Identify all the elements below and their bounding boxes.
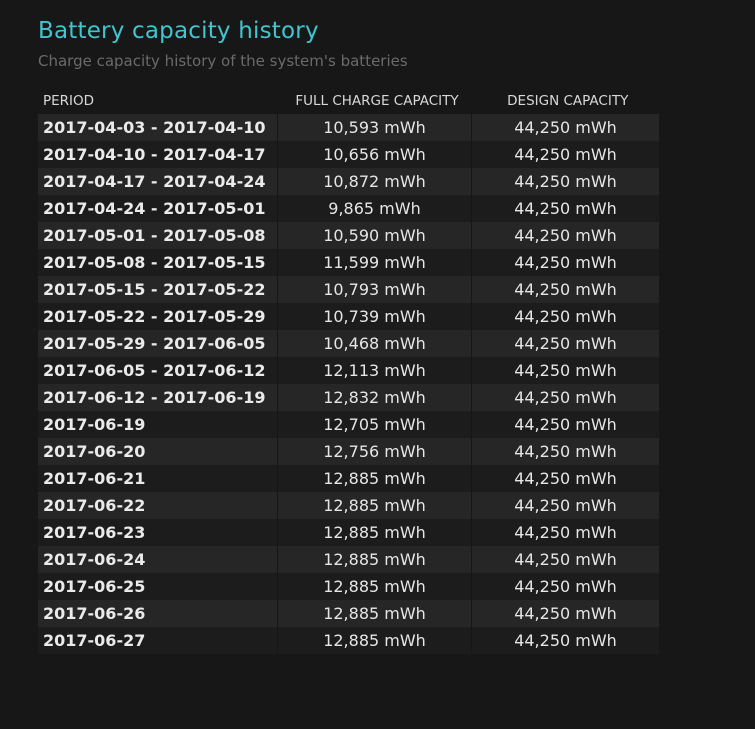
period-cell: 2017-06-21: [38, 465, 278, 492]
design-capacity-cell: 44,250 mWh: [471, 384, 659, 411]
period-cell: 2017-06-26: [38, 600, 278, 627]
period-cell: 2017-04-17 - 2017-04-24: [38, 168, 278, 195]
table-row: 2017-06-24 12,885 mWh 44,250 mWh: [38, 546, 659, 573]
table-row: 2017-06-26 12,885 mWh 44,250 mWh: [38, 600, 659, 627]
full-charge-capacity-cell: 12,756 mWh: [277, 438, 472, 465]
design-capacity-cell: 44,250 mWh: [471, 249, 659, 276]
design-capacity-cell: 44,250 mWh: [471, 357, 659, 384]
full-charge-capacity-cell: 12,885 mWh: [277, 600, 472, 627]
design-capacity-cell: 44,250 mWh: [471, 600, 659, 627]
design-capacity-cell: 44,250 mWh: [471, 276, 659, 303]
table-row: 2017-06-19 12,705 mWh 44,250 mWh: [38, 411, 659, 438]
page-subtitle: Charge capacity history of the system's …: [38, 52, 408, 70]
design-capacity-cell: 44,250 mWh: [471, 438, 659, 465]
full-charge-capacity-cell: 11,599 mWh: [277, 249, 472, 276]
table-row: 2017-04-17 - 2017-04-24 10,872 mWh 44,250 …: [38, 168, 659, 195]
period-cell: 2017-06-05 - 2017-06-12: [38, 357, 278, 384]
table-row: 2017-06-20 12,756 mWh 44,250 mWh: [38, 438, 659, 465]
design-capacity-cell: 44,250 mWh: [471, 303, 659, 330]
full-charge-capacity-cell: 10,739 mWh: [277, 303, 472, 330]
period-cell: 2017-06-24: [38, 546, 278, 573]
table-row: 2017-04-03 - 2017-04-10 10,593 mWh 44,250 …: [38, 114, 659, 141]
table-row: 2017-05-15 - 2017-05-22 10,793 mWh 44,250 …: [38, 276, 659, 303]
period-cell: 2017-04-10 - 2017-04-17: [38, 141, 278, 168]
full-charge-capacity-cell: 12,885 mWh: [277, 492, 472, 519]
full-charge-capacity-cell: 12,832 mWh: [277, 384, 472, 411]
period-cell: 2017-06-12 - 2017-06-19: [38, 384, 278, 411]
table-row: 2017-06-12 - 2017-06-19 12,832 mWh 44,250 …: [38, 384, 659, 411]
period-cell: 2017-06-23: [38, 519, 278, 546]
full-charge-capacity-cell: 12,885 mWh: [277, 465, 472, 492]
full-charge-capacity-cell: 10,468 mWh: [277, 330, 472, 357]
design-capacity-cell: 44,250 mWh: [471, 546, 659, 573]
design-capacity-cell: 44,250 mWh: [471, 114, 659, 141]
column-header-design-capacity: DESIGN CAPACITY: [507, 93, 629, 109]
design-capacity-cell: 44,250 mWh: [471, 330, 659, 357]
table-row: 2017-05-29 - 2017-06-05 10,468 mWh 44,250 …: [38, 330, 659, 357]
full-charge-capacity-cell: 9,865 mWh: [277, 195, 472, 222]
full-charge-capacity-cell: 12,885 mWh: [277, 519, 472, 546]
period-cell: 2017-05-08 - 2017-05-15: [38, 249, 278, 276]
column-header-full-charge-capacity: FULL CHARGE CAPACITY: [295, 93, 459, 109]
table-row: 2017-06-05 - 2017-06-12 12,113 mWh 44,250 …: [38, 357, 659, 384]
full-charge-capacity-cell: 10,793 mWh: [277, 276, 472, 303]
table-row: 2017-05-22 - 2017-05-29 10,739 mWh 44,250 …: [38, 303, 659, 330]
design-capacity-cell: 44,250 mWh: [471, 168, 659, 195]
table-row: 2017-06-27 12,885 mWh 44,250 mWh: [38, 627, 659, 654]
table-row: 2017-04-24 - 2017-05-01 9,865 mWh 44,250 m…: [38, 195, 659, 222]
design-capacity-cell: 44,250 mWh: [471, 222, 659, 249]
full-charge-capacity-cell: 12,885 mWh: [277, 546, 472, 573]
table-row: 2017-04-10 - 2017-04-17 10,656 mWh 44,250 …: [38, 141, 659, 168]
design-capacity-cell: 44,250 mWh: [471, 627, 659, 654]
full-charge-capacity-cell: 12,705 mWh: [277, 411, 472, 438]
period-cell: 2017-05-01 - 2017-05-08: [38, 222, 278, 249]
period-cell: 2017-04-24 - 2017-05-01: [38, 195, 278, 222]
table-row: 2017-06-21 12,885 mWh 44,250 mWh: [38, 465, 659, 492]
period-cell: 2017-06-19: [38, 411, 278, 438]
full-charge-capacity-cell: 10,656 mWh: [277, 141, 472, 168]
table-row: 2017-06-22 12,885 mWh 44,250 mWh: [38, 492, 659, 519]
column-header-period: PERIOD: [43, 93, 95, 109]
full-charge-capacity-cell: 10,590 mWh: [277, 222, 472, 249]
period-cell: 2017-06-25: [38, 573, 278, 600]
full-charge-capacity-cell: 12,885 mWh: [277, 573, 472, 600]
table-row: 2017-05-01 - 2017-05-08 10,590 mWh 44,250 …: [38, 222, 659, 249]
design-capacity-cell: 44,250 mWh: [471, 465, 659, 492]
period-cell: 2017-04-03 - 2017-04-10: [38, 114, 278, 141]
design-capacity-cell: 44,250 mWh: [471, 519, 659, 546]
table-row: 2017-05-08 - 2017-05-15 11,599 mWh 44,250 …: [38, 249, 659, 276]
design-capacity-cell: 44,250 mWh: [471, 492, 659, 519]
period-cell: 2017-06-27: [38, 627, 278, 654]
period-cell: 2017-06-20: [38, 438, 278, 465]
full-charge-capacity-cell: 10,593 mWh: [277, 114, 472, 141]
table-row: 2017-06-23 12,885 mWh 44,250 mWh: [38, 519, 659, 546]
period-cell: 2017-05-29 - 2017-06-05: [38, 330, 278, 357]
table-header-row: PERIOD FULL CHARGE CAPACITY DESIGN CAPAC…: [38, 92, 659, 114]
design-capacity-cell: 44,250 mWh: [471, 195, 659, 222]
period-cell: 2017-06-22: [38, 492, 278, 519]
battery-capacity-table: PERIOD FULL CHARGE CAPACITY DESIGN CAPAC…: [38, 92, 659, 654]
table-row: 2017-06-25 12,885 mWh 44,250 mWh: [38, 573, 659, 600]
design-capacity-cell: 44,250 mWh: [471, 573, 659, 600]
page-title: Battery capacity history: [38, 18, 319, 44]
period-cell: 2017-05-22 - 2017-05-29: [38, 303, 278, 330]
full-charge-capacity-cell: 10,872 mWh: [277, 168, 472, 195]
period-cell: 2017-05-15 - 2017-05-22: [38, 276, 278, 303]
full-charge-capacity-cell: 12,885 mWh: [277, 627, 472, 654]
design-capacity-cell: 44,250 mWh: [471, 411, 659, 438]
full-charge-capacity-cell: 12,113 mWh: [277, 357, 472, 384]
design-capacity-cell: 44,250 mWh: [471, 141, 659, 168]
